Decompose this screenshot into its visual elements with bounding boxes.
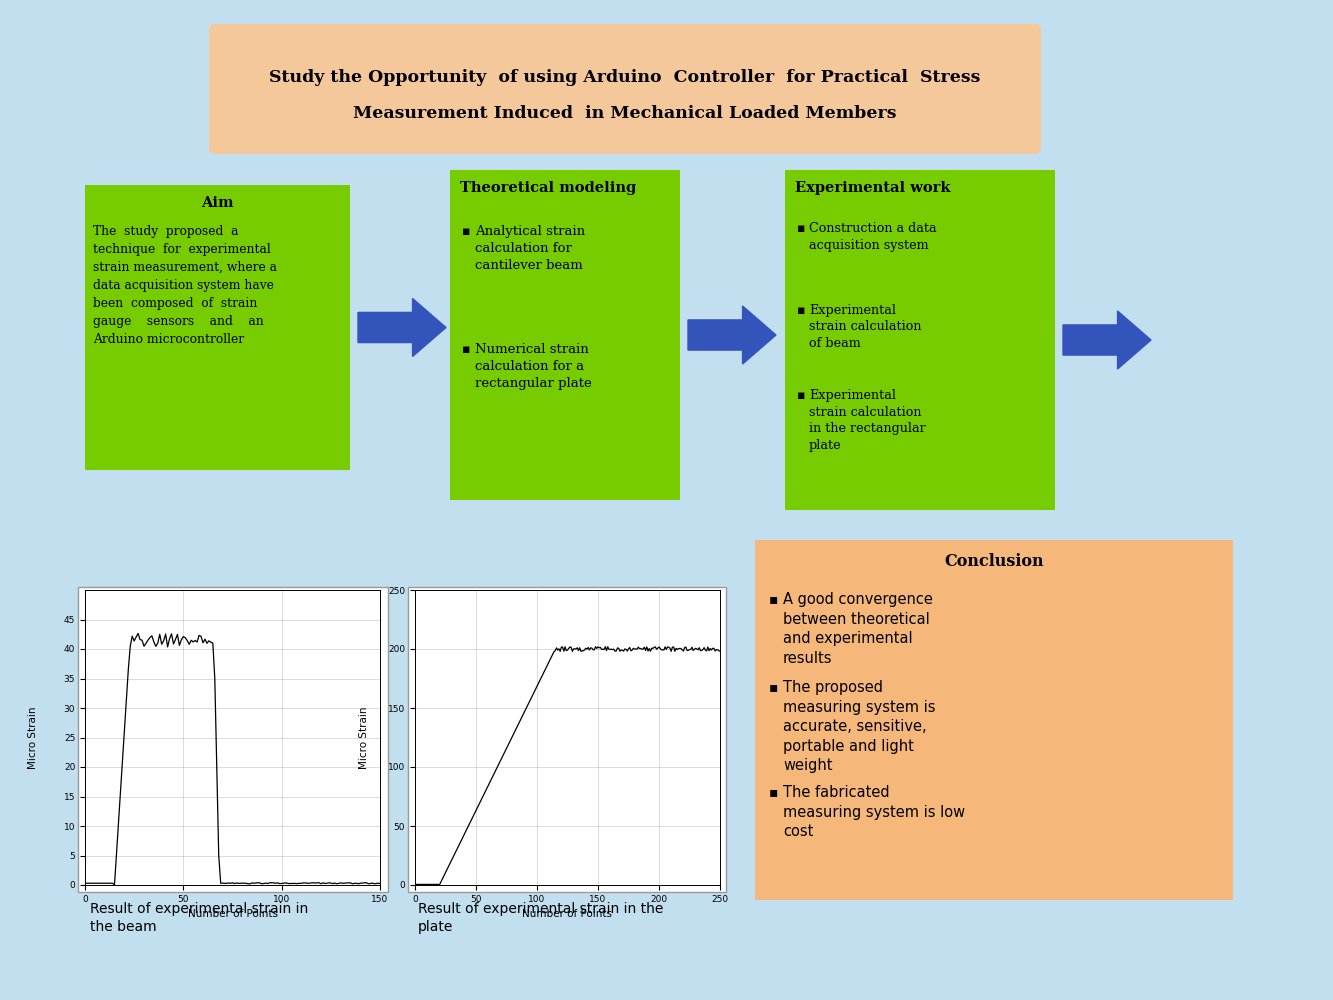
FancyBboxPatch shape — [209, 24, 1041, 154]
Polygon shape — [1062, 311, 1150, 369]
Text: ▪: ▪ — [769, 680, 778, 694]
Text: The fabricated
measuring system is low
cost: The fabricated measuring system is low c… — [782, 785, 965, 839]
Text: Theoretical modeling: Theoretical modeling — [460, 181, 636, 195]
Text: A good convergence
between theoretical
and experimental
results: A good convergence between theoretical a… — [782, 592, 933, 666]
FancyBboxPatch shape — [85, 185, 351, 470]
Text: ▪: ▪ — [797, 222, 805, 235]
FancyBboxPatch shape — [785, 170, 1054, 510]
Text: Analytical strain
calculation for
cantilever beam: Analytical strain calculation for cantil… — [475, 225, 585, 272]
Text: Conclusion: Conclusion — [944, 554, 1044, 570]
Y-axis label: Micro Strain: Micro Strain — [28, 706, 37, 769]
X-axis label: Number of Points: Number of Points — [188, 909, 277, 919]
FancyBboxPatch shape — [451, 170, 680, 500]
Text: ▪: ▪ — [797, 304, 805, 317]
Text: Result of experimental strain in
the beam: Result of experimental strain in the bea… — [91, 902, 308, 934]
Text: Construction a data
acquisition system: Construction a data acquisition system — [809, 222, 937, 251]
FancyBboxPatch shape — [754, 540, 1233, 900]
X-axis label: Number of Points: Number of Points — [523, 909, 612, 919]
Text: Numerical strain
calculation for a
rectangular plate: Numerical strain calculation for a recta… — [475, 343, 592, 390]
Text: Experimental work: Experimental work — [794, 181, 950, 195]
Text: The proposed
measuring system is
accurate, sensitive,
portable and light
weight: The proposed measuring system is accurat… — [782, 680, 936, 773]
Text: Measurement Induced  in Mechanical Loaded Members: Measurement Induced in Mechanical Loaded… — [353, 105, 897, 122]
Text: The  study  proposed  a
technique  for  experimental
strain measurement, where a: The study proposed a technique for exper… — [93, 225, 277, 346]
FancyBboxPatch shape — [408, 587, 726, 892]
Text: Experimental
strain calculation
of beam: Experimental strain calculation of beam — [809, 304, 921, 350]
Text: ▪: ▪ — [769, 785, 778, 799]
Text: Experimental
strain calculation
in the rectangular
plate: Experimental strain calculation in the r… — [809, 389, 925, 452]
Text: Study the Opportunity  of using Arduino  Controller  for Practical  Stress: Study the Opportunity of using Arduino C… — [269, 70, 981, 87]
Text: Aim: Aim — [201, 196, 233, 210]
Text: ▪: ▪ — [463, 343, 471, 356]
Text: ▪: ▪ — [769, 592, 778, 606]
Text: ▪: ▪ — [463, 225, 471, 238]
Polygon shape — [688, 306, 776, 364]
FancyBboxPatch shape — [79, 587, 388, 892]
Text: Result of experimental strain in the
plate: Result of experimental strain in the pla… — [419, 902, 664, 934]
Y-axis label: Micro Strain: Micro Strain — [360, 706, 369, 769]
Text: ▪: ▪ — [797, 389, 805, 402]
Polygon shape — [359, 298, 447, 357]
